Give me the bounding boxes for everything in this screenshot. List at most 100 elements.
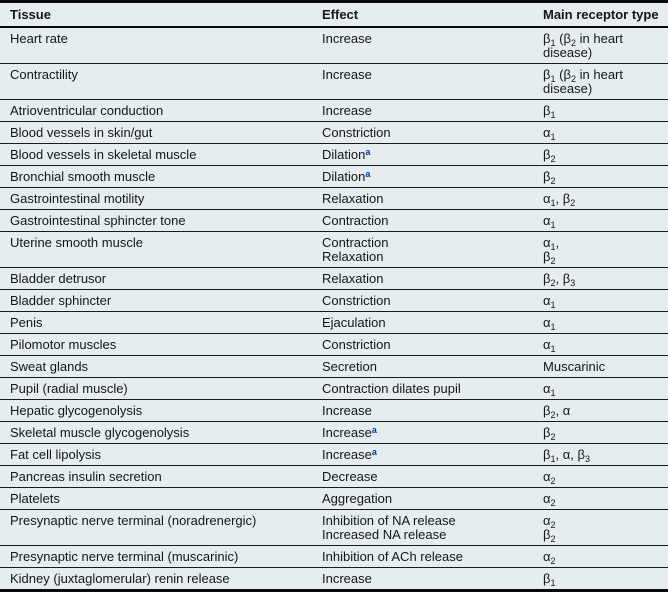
- effect-line: Constriction: [322, 337, 391, 352]
- effect-line: Ejaculation: [322, 315, 386, 330]
- tissue-cell: Presynaptic nerve terminal (muscarinic): [0, 545, 313, 568]
- header-effect: Effect: [313, 1, 538, 28]
- effect-cell: Increase: [313, 568, 538, 591]
- tissue-cell: Hepatic glycogenolysis: [0, 399, 313, 422]
- receptor-cell: β1: [538, 568, 668, 591]
- tissue-cell: Gastrointestinal sphincter tone: [0, 209, 313, 232]
- receptor-cell: β2: [538, 165, 668, 188]
- effect-line: Increase: [322, 31, 372, 46]
- receptor-cell: β1, α, β3: [538, 443, 668, 466]
- receptor-line: α1: [543, 125, 556, 142]
- table-row: Pupil (radial muscle) Contraction dilates…: [0, 377, 668, 400]
- effect-line: Dilationa: [322, 169, 371, 184]
- effect-cell: Secretion: [313, 355, 538, 378]
- tissue-cell: Skeletal muscle glycogenolysis: [0, 421, 313, 444]
- effect-line: Increased NA release: [322, 527, 447, 542]
- effect-line: Increase: [322, 571, 372, 586]
- receptor-cell: α2: [538, 465, 668, 488]
- receptor-line: β2: [543, 169, 556, 186]
- receptor-line: α1,: [543, 235, 560, 252]
- table-row: Sweat glands Secretion Muscarinic: [0, 355, 668, 378]
- receptor-line: β2, α: [543, 403, 571, 420]
- table-row: Pilomotor muscles Constriction α1: [0, 333, 668, 356]
- receptor-line: α2: [543, 469, 556, 486]
- effect-line: Increase: [322, 67, 372, 82]
- effect-cell: Increase: [313, 27, 538, 64]
- effect-cell: Decrease: [313, 465, 538, 488]
- effect-cell: Ejaculation: [313, 311, 538, 334]
- table-row: Hepatic glycogenolysis Increase β2, α: [0, 399, 668, 422]
- receptor-cell: α1: [538, 209, 668, 232]
- effect-line: Inhibition of NA release: [322, 513, 456, 528]
- receptor-line: α1: [543, 213, 556, 230]
- table-row: Presynaptic nerve terminal (noradrenergi…: [0, 509, 668, 546]
- effect-line: Aggregation: [322, 491, 393, 506]
- receptor-cell: α1, β2: [538, 231, 668, 268]
- tissue-cell: Presynaptic nerve terminal (noradrenergi…: [0, 509, 313, 546]
- tissue-cell: Pancreas insulin secretion: [0, 465, 313, 488]
- effect-line: Increase: [322, 103, 372, 118]
- receptor-cell: α1: [538, 121, 668, 144]
- footnote-marker: a: [365, 169, 371, 179]
- effect-cell: Increase: [313, 99, 538, 122]
- effect-line: Constriction: [322, 125, 391, 140]
- receptor-line: β1, α, β3: [543, 447, 591, 464]
- receptor-line: β2: [543, 147, 556, 164]
- tissue-cell: Gastrointestinal motility: [0, 187, 313, 210]
- tissue-cell: Bladder detrusor: [0, 267, 313, 290]
- effect-cell: Contraction: [313, 209, 538, 232]
- tissue-cell: Uterine smooth muscle: [0, 231, 313, 268]
- table-row: Kidney (juxtaglomerular) renin release In…: [0, 568, 668, 591]
- table-row: Uterine smooth muscle Contraction Relaxati…: [0, 231, 668, 268]
- table-row: Blood vessels in skin/gut Constriction α1: [0, 121, 668, 144]
- effect-cell: Constriction: [313, 333, 538, 356]
- receptor-cell: α2: [538, 545, 668, 568]
- footnote-marker: a: [365, 147, 371, 157]
- tissue-cell: Penis: [0, 311, 313, 334]
- tissue-cell: Sweat glands: [0, 355, 313, 378]
- effect-line: Secretion: [322, 359, 377, 374]
- table-row: Fat cell lipolysis Increasea β1, α, β3: [0, 443, 668, 466]
- footnote-marker: a: [371, 425, 377, 435]
- receptor-cell: α1: [538, 333, 668, 356]
- effect-cell: Dilationa: [313, 165, 538, 188]
- table-row: Bladder detrusor Relaxation β2, β3: [0, 267, 668, 290]
- effect-cell: Inhibition of NA release Increased NA rel…: [313, 509, 538, 546]
- tissue-cell: Platelets: [0, 487, 313, 510]
- table-row: Heart rate Increase β1 (β2 in heart diseas…: [0, 27, 668, 64]
- table-row: Penis Ejaculation α1: [0, 311, 668, 334]
- tissue-cell: Kidney (juxtaglomerular) renin release: [10, 571, 230, 586]
- receptor-line: α1: [543, 315, 556, 332]
- receptor-cell: α1, β2: [538, 187, 668, 210]
- tissue-cell: Atrioventricular conduction: [0, 99, 313, 122]
- effect-cell: Increase: [313, 63, 538, 100]
- effect-line: Decrease: [322, 469, 378, 484]
- table-row: Contractility Increase β1 (β2 in heart dis…: [0, 63, 668, 100]
- receptor-line: β2: [543, 425, 556, 442]
- receptor-line: α1: [543, 293, 556, 310]
- receptor-cell: Muscarinic: [538, 355, 668, 378]
- receptor-line: β1: [543, 103, 556, 120]
- effect-line: Relaxation: [322, 249, 384, 264]
- effect-cell: Contraction dilates pupil: [313, 377, 538, 400]
- tissue-cell: Heart rate: [0, 27, 313, 64]
- receptor-line: α1, β2: [543, 191, 576, 208]
- table-row: Platelets Aggregation α2: [0, 487, 668, 510]
- receptor-line: α2: [543, 513, 556, 530]
- receptor-cell: β2: [538, 143, 668, 166]
- effect-line: Contraction: [322, 213, 389, 228]
- table-row: Atrioventricular conduction Increase β1: [0, 99, 668, 122]
- receptor-line: β2: [543, 249, 556, 266]
- tissue-cell: Contractility: [0, 63, 313, 100]
- receptor-line: Muscarinic: [543, 359, 606, 374]
- header-row: Tissue Effect Main receptor type: [0, 1, 668, 28]
- effect-line: Increasea: [322, 447, 377, 462]
- effect-cell: Relaxation: [313, 187, 538, 210]
- receptor-cell: β1: [538, 99, 668, 122]
- effect-cell: Constriction: [313, 121, 538, 144]
- effect-line: Contraction dilates pupil: [322, 381, 461, 396]
- receptor-line: α1: [543, 337, 556, 354]
- effect-line: Dilationa: [322, 147, 371, 162]
- effect-line: Inhibition of ACh release: [322, 549, 463, 564]
